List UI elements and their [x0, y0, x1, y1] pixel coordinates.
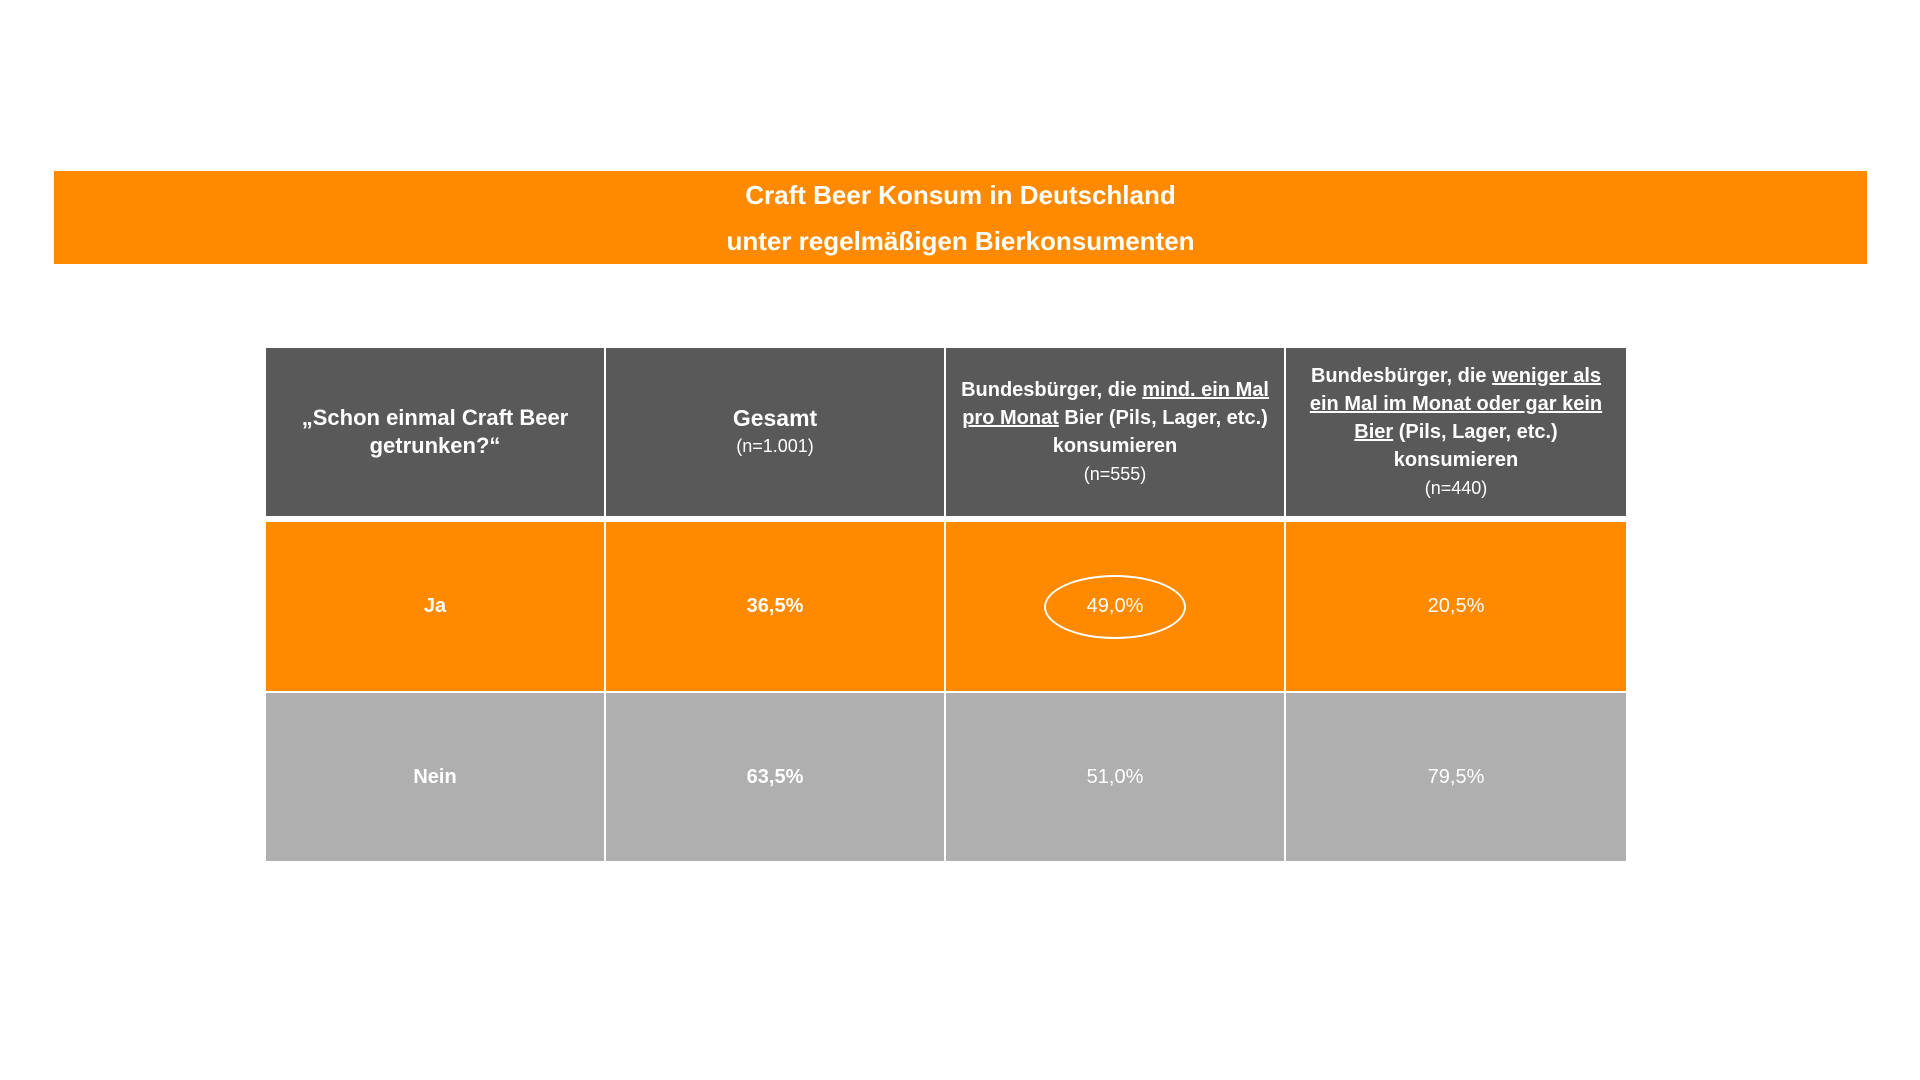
header-monthly-drinkers: Bundesbürger, die mind. ein Mal pro Mona…	[946, 348, 1286, 516]
table-row-ja: Ja 36,5% 49,0% 20,5%	[266, 522, 1626, 691]
title-banner: Craft Beer Konsum in Deutschland unter r…	[54, 171, 1867, 264]
value-cell: 36,5%	[606, 522, 946, 691]
value-cell: 51,0%	[946, 691, 1286, 861]
value-cell: 63,5%	[606, 691, 946, 861]
header-rare-drinkers: Bundesbürger, die weniger als ein Mal im…	[1286, 348, 1626, 516]
title-line-1: Craft Beer Konsum in Deutschland	[745, 179, 1176, 210]
table-header-row: „Schon einmal Craft Beer getrunken?“ Ges…	[266, 348, 1626, 522]
row-label: Nein	[266, 691, 606, 861]
value-cell: 20,5%	[1286, 522, 1626, 691]
table-row-nein: Nein 63,5% 51,0% 79,5%	[266, 691, 1626, 861]
highlight-oval: 49,0%	[1044, 574, 1186, 639]
value-cell: 79,5%	[1286, 691, 1626, 861]
results-table: „Schon einmal Craft Beer getrunken?“ Ges…	[266, 348, 1626, 861]
title-line-2: unter regelmäßigen Bierkonsumenten	[726, 225, 1195, 256]
header-gesamt: Gesamt (n=1.001)	[606, 348, 946, 516]
value-cell: 49,0%	[946, 522, 1286, 691]
row-label: Ja	[266, 522, 606, 691]
header-question: „Schon einmal Craft Beer getrunken?“	[266, 348, 606, 516]
